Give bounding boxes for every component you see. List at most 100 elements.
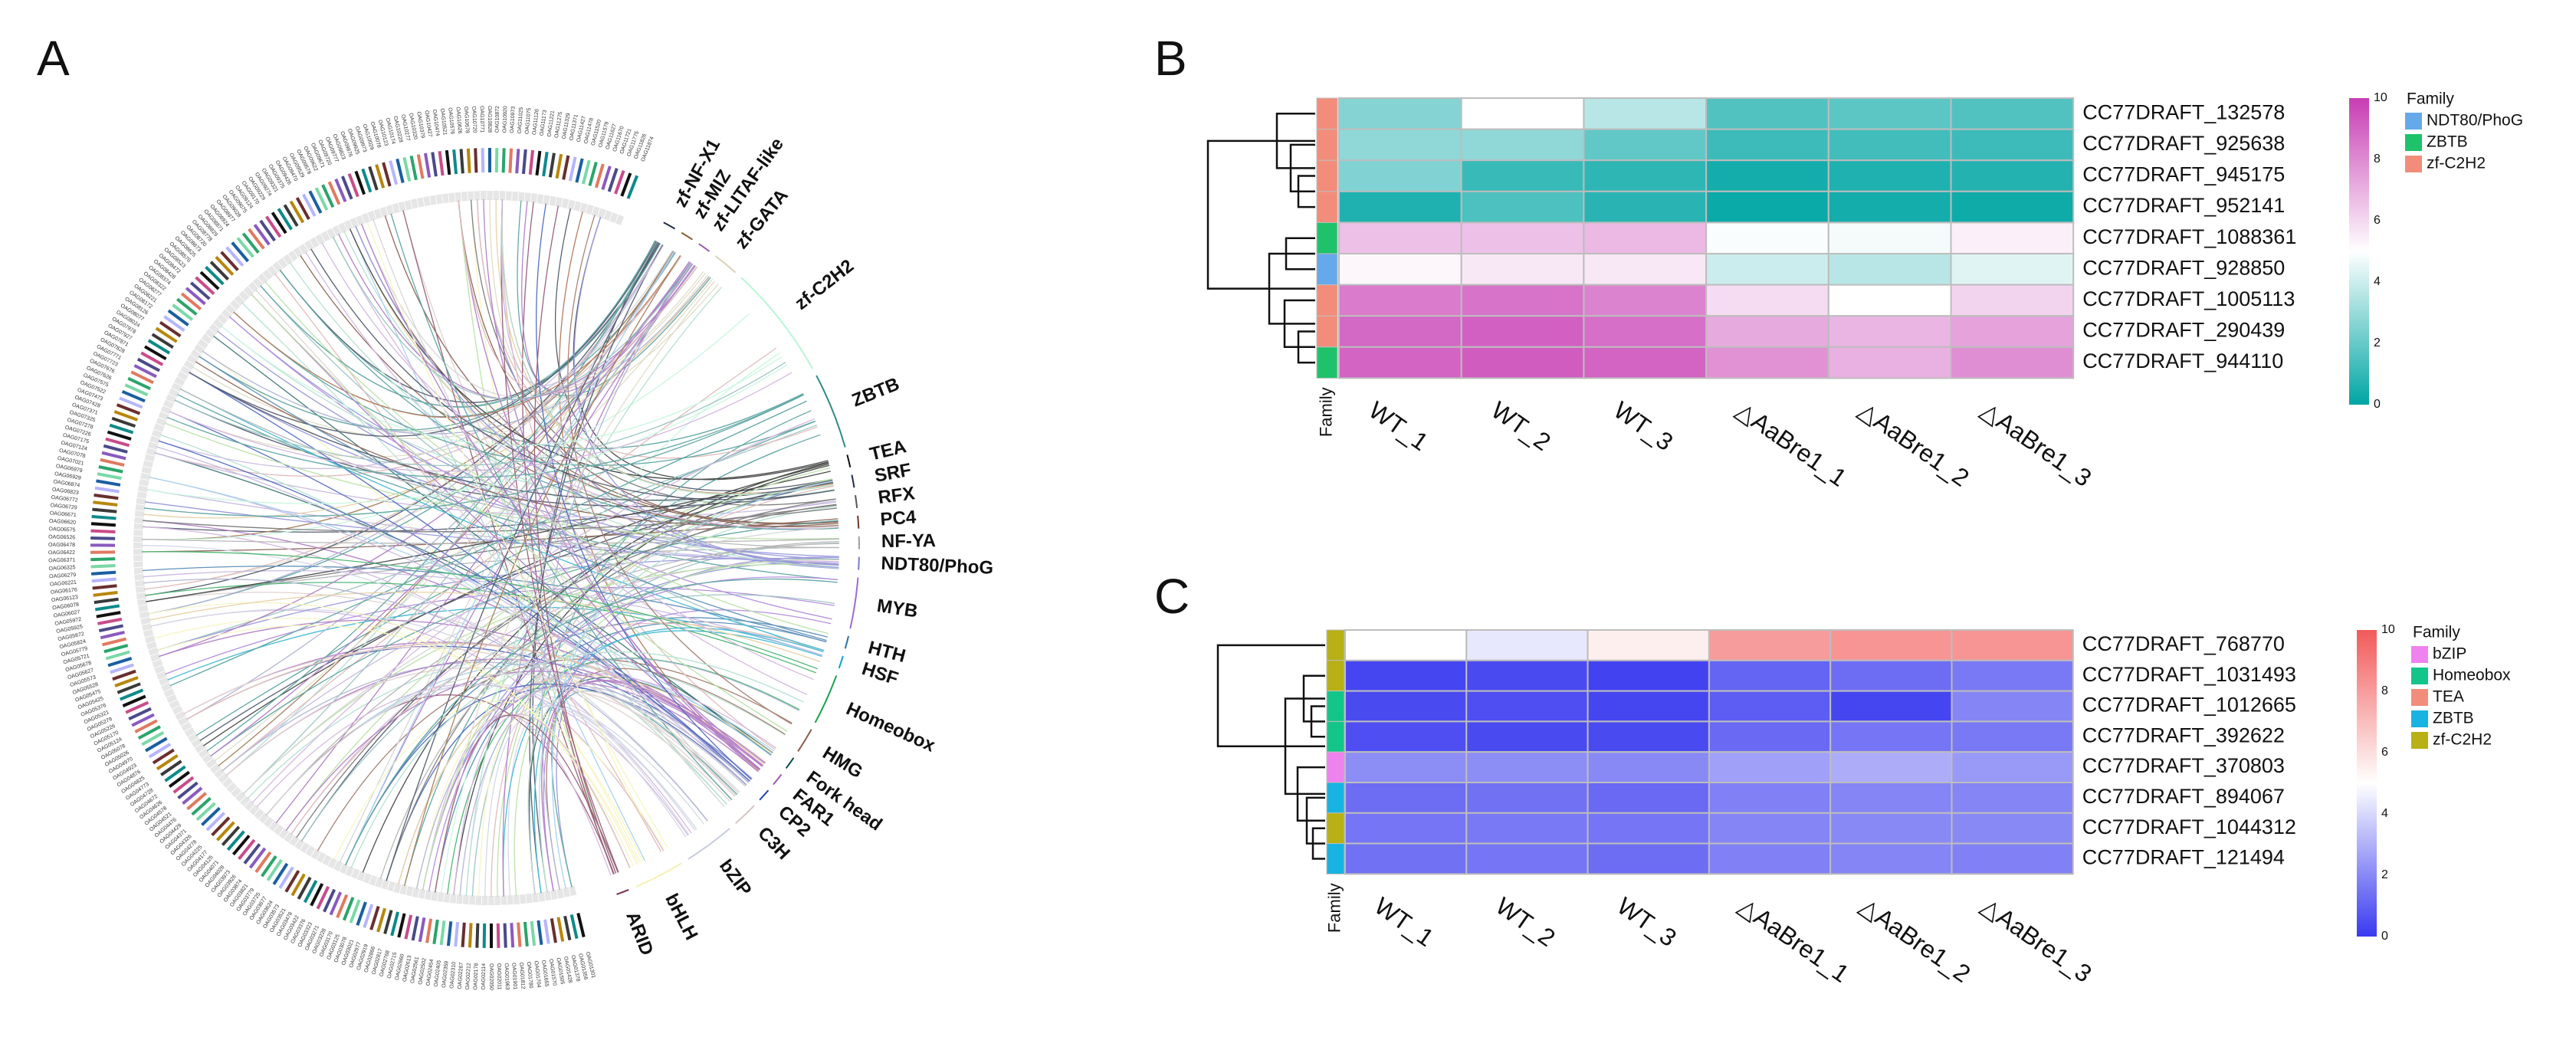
gene-tick bbox=[91, 514, 116, 520]
gene-ring bbox=[597, 208, 606, 219]
gene-ring bbox=[298, 243, 309, 254]
gene-tick bbox=[254, 851, 272, 874]
heatmap-cell bbox=[1338, 190, 1462, 224]
gene-ring bbox=[221, 309, 232, 320]
gene-ring bbox=[169, 700, 180, 710]
chord-link bbox=[214, 278, 714, 762]
gene-label: OAG06422 bbox=[48, 550, 75, 556]
segment-label: MYB bbox=[875, 595, 919, 622]
gene-tick bbox=[111, 416, 136, 428]
gene-ring bbox=[274, 824, 284, 835]
gene-tick bbox=[568, 156, 577, 182]
chord-link bbox=[189, 372, 833, 501]
chord-link bbox=[199, 240, 656, 431]
heatmap-cell bbox=[1829, 659, 1953, 692]
chord-link bbox=[386, 686, 747, 881]
gene-ring bbox=[412, 887, 420, 898]
gene-tick bbox=[390, 911, 400, 937]
gene-tick bbox=[363, 904, 374, 928]
chord-link bbox=[266, 673, 746, 815]
gene-tick bbox=[272, 862, 289, 885]
heatmap-cell bbox=[1951, 751, 2074, 784]
gene-tick bbox=[243, 843, 261, 865]
gene-ring bbox=[513, 894, 520, 904]
segment-myb bbox=[849, 577, 859, 629]
chord-link bbox=[529, 244, 664, 894]
gene-tick bbox=[236, 237, 254, 258]
gene-ring bbox=[134, 579, 145, 587]
heatmap-cell bbox=[1460, 159, 1585, 192]
legend-item: zf-C2H2 bbox=[2427, 155, 2486, 172]
gene-ring bbox=[258, 273, 268, 284]
color-scale-bar bbox=[2349, 98, 2369, 405]
gene-tick bbox=[182, 786, 203, 805]
gene-ring bbox=[356, 871, 366, 881]
heatmap-cell bbox=[1708, 782, 1832, 814]
heatmap-cell bbox=[1708, 690, 1832, 723]
chord-link bbox=[300, 594, 835, 842]
gene-ring bbox=[208, 323, 220, 334]
gene-tick bbox=[209, 261, 229, 281]
chord-link bbox=[243, 563, 839, 795]
gene-tick bbox=[172, 776, 195, 794]
column-label: △AaBre1_3 bbox=[1976, 892, 2096, 988]
gene-tick bbox=[416, 154, 425, 179]
chord-link bbox=[233, 311, 816, 466]
chord-link bbox=[339, 241, 659, 863]
chord-link bbox=[210, 520, 838, 756]
gene-tick bbox=[383, 910, 393, 934]
gene-tick bbox=[569, 914, 579, 940]
gene-ring bbox=[263, 816, 274, 828]
gene-tick bbox=[411, 916, 419, 941]
chord-link bbox=[158, 440, 750, 782]
segment-label: Homeobox bbox=[843, 698, 939, 756]
gene-ring bbox=[225, 303, 237, 315]
gene-tick bbox=[92, 584, 117, 590]
color-scale-tick: 6 bbox=[2374, 214, 2381, 227]
gene-ring bbox=[278, 828, 289, 839]
gene-label: OAG06221 bbox=[50, 580, 77, 588]
gene-tick bbox=[575, 158, 584, 183]
chord-link bbox=[428, 576, 838, 891]
gene-ring bbox=[519, 894, 527, 904]
gene-tick bbox=[496, 923, 500, 948]
gene-label: OAG02405 bbox=[434, 960, 442, 987]
gene-ring bbox=[249, 804, 260, 815]
chord-link bbox=[210, 261, 691, 756]
gene-label: OAG01812 bbox=[518, 962, 526, 989]
gene-tick bbox=[310, 883, 324, 907]
heatmap-cell bbox=[1827, 97, 1952, 130]
chord-link bbox=[260, 243, 661, 408]
gene-tick bbox=[626, 175, 639, 199]
chord-link bbox=[345, 578, 838, 866]
gene-tick bbox=[185, 287, 206, 306]
gene-ring bbox=[231, 786, 242, 798]
gene-label: OAG10920 bbox=[502, 106, 508, 133]
gene-ring bbox=[184, 727, 195, 737]
gene-tick bbox=[168, 770, 190, 789]
segment-pc4 bbox=[857, 515, 860, 529]
gene-label: OAG02212 bbox=[465, 963, 472, 989]
gene-ring bbox=[258, 812, 269, 824]
row-label: CC77DRAFT_290439 bbox=[2082, 319, 2285, 342]
gene-ring bbox=[375, 877, 384, 888]
gene-label: OAG02114 bbox=[481, 963, 487, 990]
column-label: WT_3 bbox=[1609, 396, 1679, 456]
column-label: △AaBre1_1 bbox=[1734, 892, 1854, 988]
gene-tick bbox=[535, 150, 542, 176]
segment-label: NDT80/PhoG bbox=[881, 553, 994, 579]
gene-tick bbox=[508, 148, 514, 173]
chord-link bbox=[155, 255, 682, 477]
chord-link bbox=[465, 286, 723, 896]
gene-label: OAG06526 bbox=[48, 534, 75, 540]
gene-label: OAG10678 bbox=[463, 107, 470, 133]
gene-ring bbox=[284, 832, 294, 843]
chord-link bbox=[179, 388, 825, 651]
gene-tick bbox=[321, 184, 335, 208]
gene-label: OAG06729 bbox=[50, 503, 77, 510]
segment-band bbox=[789, 760, 806, 777]
segment-c3h bbox=[735, 805, 755, 825]
gene-ring bbox=[156, 671, 168, 681]
gene-tick bbox=[124, 383, 149, 397]
dendrogram bbox=[1216, 644, 1325, 860]
